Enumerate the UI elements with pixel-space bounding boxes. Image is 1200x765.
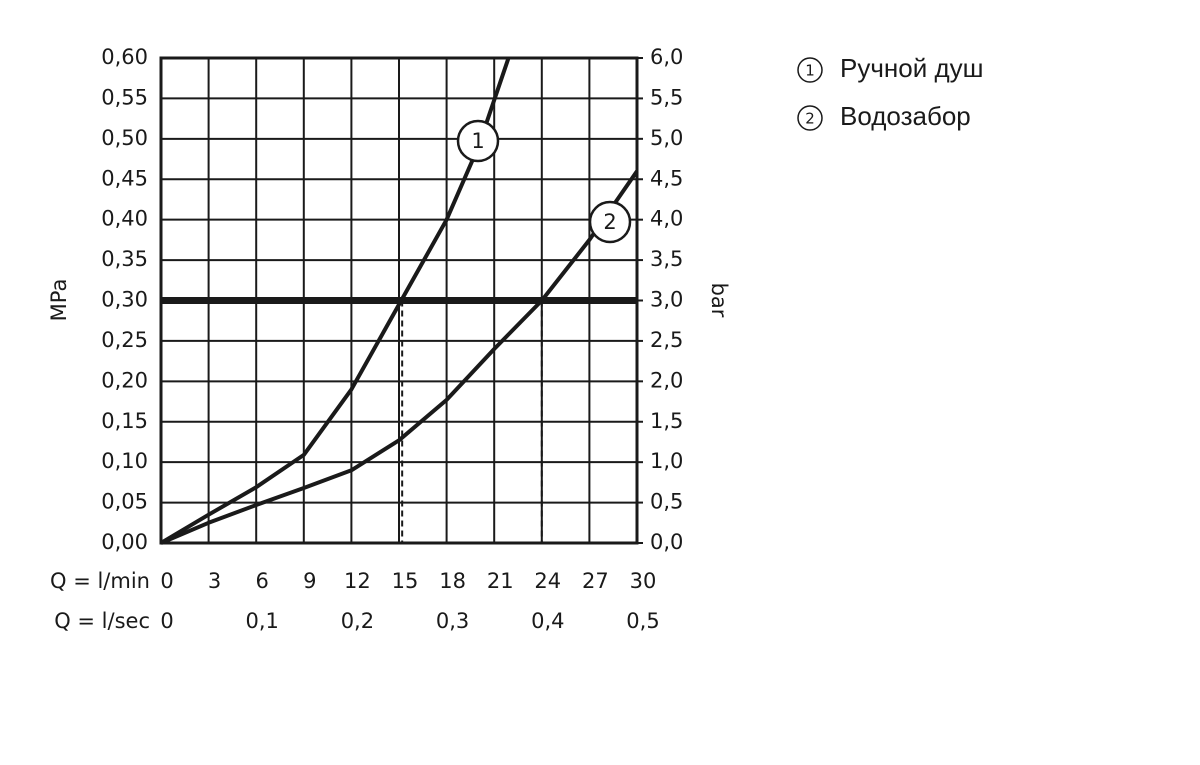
curve-label-circle xyxy=(456,119,500,163)
y-tick-label: 0,05 xyxy=(101,490,148,514)
y2-tick-label: 5,5 xyxy=(650,85,683,109)
y-tick-label: 0,45 xyxy=(101,166,148,190)
legend-label: Ручной душ xyxy=(840,53,983,83)
legend-marker-text: 1 xyxy=(805,62,815,80)
curve-label: 1 xyxy=(471,129,484,153)
y2-tick-label: 2,5 xyxy=(650,328,683,352)
y-tick-label: 0,35 xyxy=(101,247,148,271)
y-tick-label: 0,15 xyxy=(101,409,148,433)
x-tick-label: 3 xyxy=(208,569,221,593)
y-tick-label: 0,00 xyxy=(101,530,148,554)
y2-axis-label: bar xyxy=(707,283,731,318)
x-tick-label: 27 xyxy=(582,569,609,593)
y-tick-label: 0,10 xyxy=(101,449,148,473)
y2-tick-label: 0,5 xyxy=(650,490,683,514)
y-tick-label: 0,30 xyxy=(101,288,148,312)
x-tick-label: 12 xyxy=(344,569,371,593)
x-tick-label: 21 xyxy=(487,569,514,593)
x-tick-label: 6 xyxy=(256,569,269,593)
y2-tick-label: 5,0 xyxy=(650,126,683,150)
curve-label-circle xyxy=(588,200,632,244)
x2-tick-label: 0,4 xyxy=(531,609,564,633)
x2-tick-label: 0,2 xyxy=(341,609,374,633)
y2-tick-label: 0,0 xyxy=(650,530,683,554)
x2-axis-label: Q = l/sec xyxy=(54,609,150,633)
y2-tick-label: 3,5 xyxy=(650,247,683,271)
y-tick-label: 0,60 xyxy=(101,45,148,69)
x-axis-label: Q = l/min xyxy=(50,569,150,593)
y2-tick-label: 1,5 xyxy=(650,409,683,433)
x2-tick-label: 0,5 xyxy=(626,609,659,633)
x2-tick-label: 0 xyxy=(160,609,173,633)
line xyxy=(160,170,639,545)
x-tick-label: 30 xyxy=(630,569,657,593)
y2-tick-label: 4,0 xyxy=(650,207,683,231)
y-tick-label: 0,25 xyxy=(101,328,148,352)
y-axis-label: MPa xyxy=(47,279,71,322)
y-tick-label: 0,20 xyxy=(101,368,148,392)
x-tick-label: 9 xyxy=(303,569,316,593)
x-tick-label: 15 xyxy=(392,569,419,593)
y2-tick-label: 4,5 xyxy=(650,166,683,190)
legend-marker xyxy=(797,57,823,83)
y-tick-label: 0,55 xyxy=(101,85,148,109)
x-tick-label: 24 xyxy=(534,569,561,593)
line xyxy=(159,57,511,545)
x2-tick-label: 0,1 xyxy=(245,609,278,633)
y-tick-label: 0,50 xyxy=(101,126,148,150)
x-tick-label: 18 xyxy=(439,569,466,593)
y2-tick-label: 6,0 xyxy=(650,45,683,69)
x-tick-label: 0 xyxy=(160,569,173,593)
x2-tick-label: 0,3 xyxy=(436,609,469,633)
y2-tick-label: 2,0 xyxy=(650,368,683,392)
curve-label: 2 xyxy=(603,210,616,234)
legend-label: Водозабор xyxy=(840,101,971,131)
legend-marker xyxy=(797,105,823,131)
y2-tick-label: 1,0 xyxy=(650,449,683,473)
y2-tick-label: 3,0 xyxy=(650,288,683,312)
y-tick-label: 0,40 xyxy=(101,207,148,231)
legend-marker-text: 2 xyxy=(805,110,815,128)
